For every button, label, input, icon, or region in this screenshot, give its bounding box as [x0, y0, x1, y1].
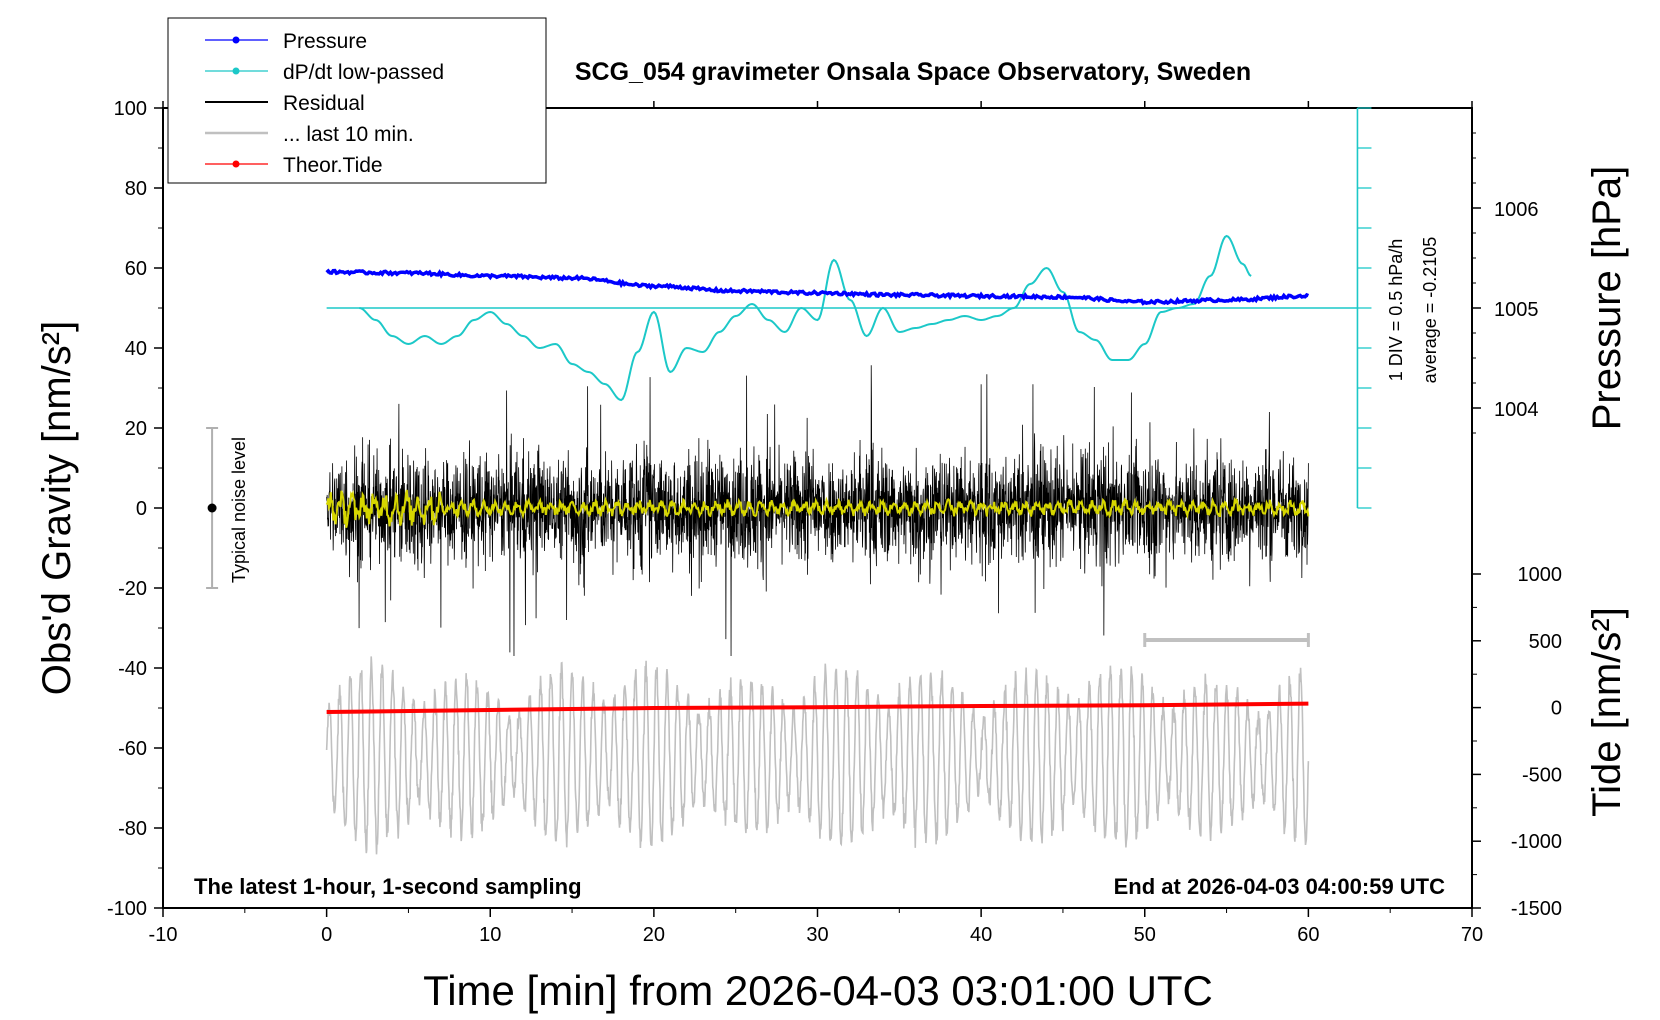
x-tick-label: 40	[970, 924, 992, 946]
noise-level-label: Typical noise level	[229, 437, 249, 583]
footer-left-note: The latest 1-hour, 1-second sampling	[194, 874, 582, 899]
y-tick-label: 80	[125, 178, 147, 200]
legend-label-tide: Theor.Tide	[283, 154, 383, 177]
legend-box	[167, 17, 547, 184]
x-tick-label: 10	[479, 924, 501, 946]
legend-label-dpdt: dP/dt low-passed	[283, 61, 444, 84]
tide-tick-label: -1500	[1511, 898, 1562, 920]
data-layer	[206, 107, 1372, 855]
y-axis-title: Obs'd Gravity [nm/s²]	[35, 321, 79, 695]
y-tick-label: -80	[118, 818, 147, 840]
average-label: average = -0.2105	[1420, 237, 1440, 384]
series-last10-trace	[325, 656, 1310, 855]
y-tick-label: 0	[136, 498, 147, 520]
series-pressure-line	[325, 268, 1310, 306]
legend-item-pressure: Pressure	[205, 30, 367, 53]
legend: Pressure dP/dt low-passed Residual ... l…	[167, 17, 547, 184]
residual-smoothed-trace	[325, 489, 1310, 528]
x-tick-label: 60	[1297, 924, 1319, 946]
chart-title: SCG_054 gravimeter Onsala Space Observat…	[575, 58, 1251, 86]
axis-ticks: -10 0 10 20 30 40 50 60 70-100-80-60-40-20020406…	[107, 98, 1562, 946]
pressure-axis-title: Pressure [hPa]	[1585, 166, 1629, 431]
tide-tick-label: -1000	[1511, 831, 1562, 853]
legend-label-pressure: Pressure	[283, 30, 367, 53]
footer-right-note: End at 2026-04-03 04:00:59 UTC	[1114, 874, 1445, 899]
series-residual-trace	[326, 365, 1309, 657]
legend-label-last10: ... last 10 min.	[283, 123, 414, 146]
legend-label-residual: Residual	[283, 92, 365, 115]
tide-tick-label: 1000	[1518, 564, 1563, 586]
y-tick-label: 100	[114, 98, 147, 120]
tide-tick-label: -500	[1522, 764, 1562, 786]
y-tick-label: 60	[125, 258, 147, 280]
tide-tick-label: 0	[1551, 698, 1562, 720]
y-tick-label: -60	[118, 738, 147, 760]
series-dpdt-line	[359, 234, 1252, 402]
y-tick-label: -40	[118, 658, 147, 680]
noise-level-dot	[207, 503, 217, 513]
y-tick-label: -100	[107, 898, 147, 920]
tide-tick-label: 500	[1529, 631, 1562, 653]
y-tick-label: 40	[125, 338, 147, 360]
x-axis-title: Time [min] from 2026-04-03 03:01:00 UTC	[423, 967, 1213, 1014]
legend-marker-pressure	[232, 36, 240, 44]
legend-item-residual: Residual	[205, 92, 365, 115]
legend-item-last10: ... last 10 min.	[205, 123, 414, 146]
legend-marker-dpdt	[232, 67, 240, 75]
tide-axis-title: Tide [nm/s²]	[1585, 607, 1629, 817]
x-tick-label: 70	[1461, 924, 1483, 946]
y-tick-label: 20	[125, 418, 147, 440]
x-tick-label: 0	[321, 924, 332, 946]
x-tick-label: 30	[806, 924, 828, 946]
pressure-tick-label: 1005	[1494, 299, 1539, 321]
legend-item-tide: Theor.Tide	[205, 154, 383, 177]
x-tick-label: -10	[149, 924, 178, 946]
x-tick-label: 20	[643, 924, 665, 946]
y-tick-label: -20	[118, 578, 147, 600]
div-label: 1 DIV = 0.5 hPa/h	[1386, 239, 1406, 382]
x-tick-label: 50	[1134, 924, 1156, 946]
pressure-tick-label: 1006	[1494, 199, 1539, 221]
pressure-tick-label: 1004	[1494, 399, 1539, 421]
legend-marker-tide	[232, 160, 240, 168]
legend-item-dpdt: dP/dt low-passed	[205, 61, 444, 84]
series-tide-line	[326, 701, 1309, 714]
